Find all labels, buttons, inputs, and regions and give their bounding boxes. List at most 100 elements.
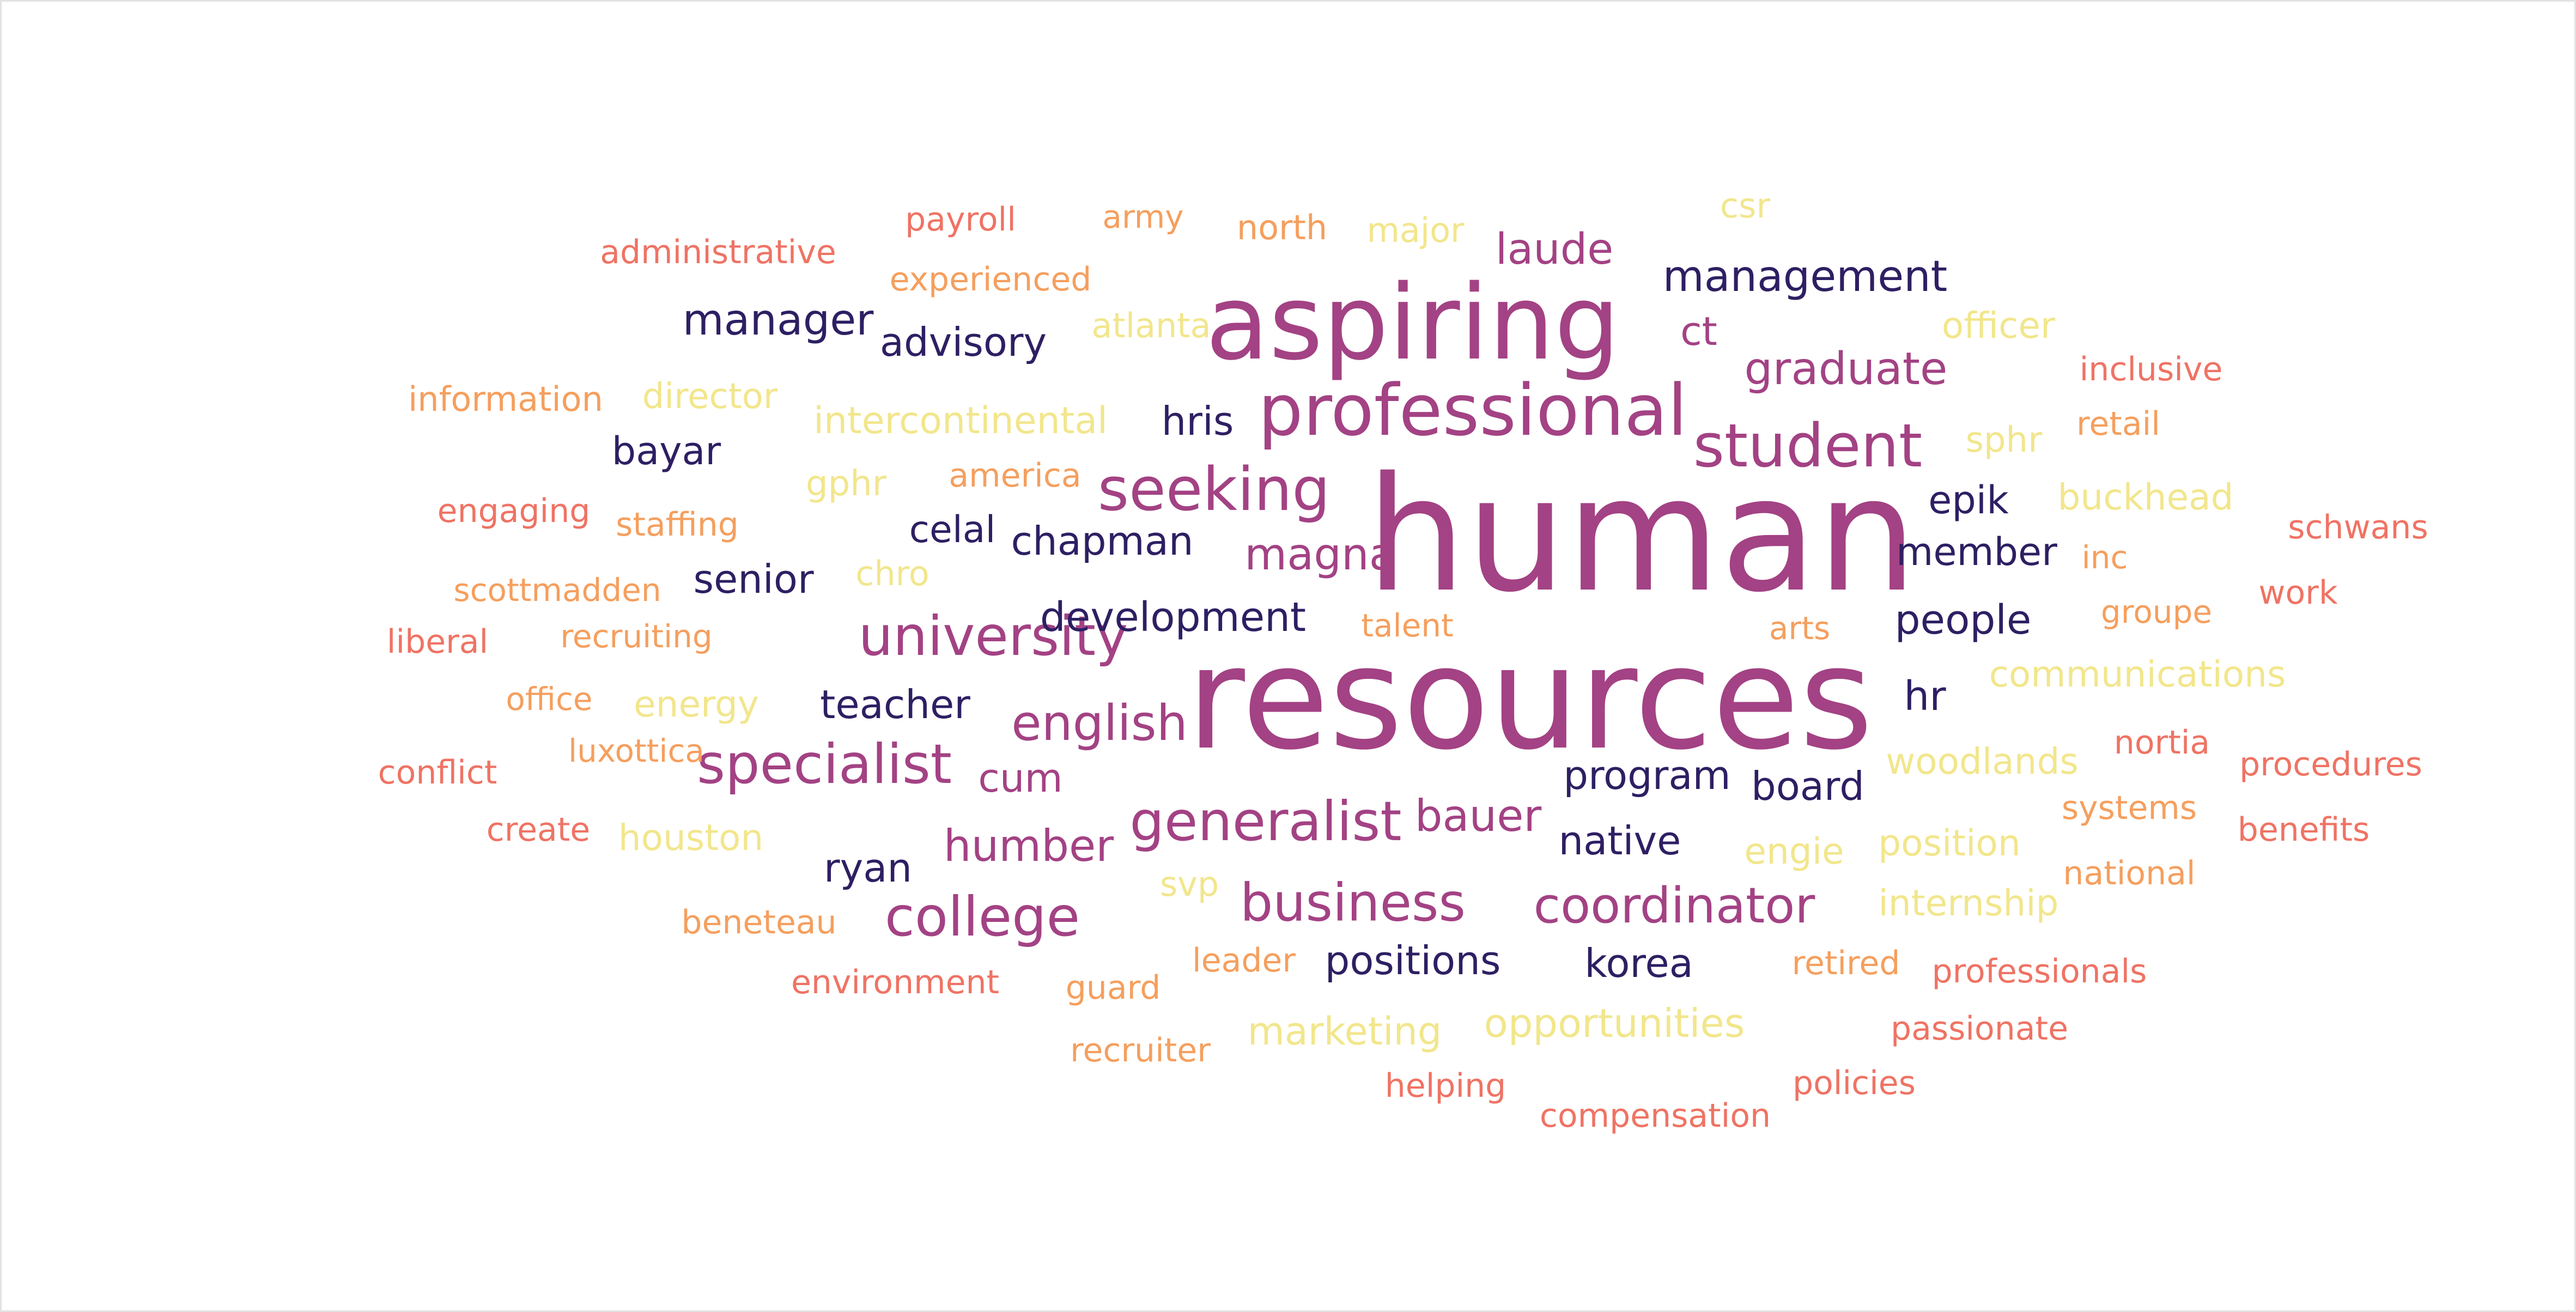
word-retired: retired: [1791, 944, 1900, 982]
word-office: office: [506, 681, 593, 718]
word-staffing: staffing: [616, 506, 739, 544]
word-human: human: [1366, 444, 1917, 627]
word-beneteau: beneteau: [681, 903, 837, 942]
word-compensation: compensation: [1539, 1097, 1771, 1135]
word-work: work: [2258, 574, 2338, 612]
word-seeking: seeking: [1097, 454, 1330, 524]
word-professionals: professionals: [1931, 952, 2147, 991]
word-csr: csr: [1720, 186, 1770, 226]
word-nortia: nortia: [2113, 724, 2210, 762]
word-army: army: [1102, 198, 1184, 235]
word-professional: professional: [1258, 369, 1687, 452]
word-people: people: [1894, 597, 2032, 643]
word-chapman: chapman: [1011, 518, 1194, 564]
word-america: america: [949, 457, 1082, 495]
word-hr: hr: [1904, 673, 1946, 720]
word-create: create: [486, 811, 591, 849]
word-benefits: benefits: [2237, 811, 2370, 849]
word-passionate: passionate: [1891, 1010, 2068, 1048]
word-administrative: administrative: [600, 233, 836, 271]
word-cum: cum: [978, 755, 1063, 801]
word-program: program: [1563, 752, 1731, 798]
word-officer: officer: [1941, 305, 2056, 347]
word-resources: resources: [1186, 617, 1874, 781]
word-senior: senior: [693, 556, 814, 602]
word-native: native: [1558, 818, 1681, 864]
word-laude: laude: [1495, 225, 1614, 274]
word-inc: inc: [2081, 539, 2128, 576]
word-groupe: groupe: [2100, 593, 2213, 630]
word-experienced: experienced: [889, 260, 1092, 299]
word-leader: leader: [1192, 942, 1296, 980]
word-marketing: marketing: [1247, 1009, 1442, 1054]
word-retail: retail: [2076, 405, 2160, 443]
word-internship: internship: [1878, 882, 2059, 924]
word-celal: celal: [909, 508, 996, 551]
word-energy: energy: [634, 683, 759, 725]
word-magna: magna: [1244, 529, 1396, 580]
word-talent: talent: [1361, 607, 1454, 644]
word-ryan: ryan: [824, 845, 912, 891]
word-policies: policies: [1793, 1064, 1916, 1102]
word-major: major: [1366, 210, 1465, 250]
word-woodlands: woodlands: [1886, 740, 2079, 782]
word-payroll: payroll: [905, 201, 1016, 239]
word-epik: epik: [1928, 478, 2009, 523]
word-luxottica: luxottica: [568, 732, 704, 769]
word-recruiter: recruiter: [1070, 1031, 1211, 1070]
word-schwans: schwans: [2288, 508, 2428, 546]
word-inclusive: inclusive: [2079, 350, 2223, 388]
word-business: business: [1240, 873, 1466, 933]
word-liberal: liberal: [386, 623, 489, 661]
word-hris: hris: [1161, 398, 1234, 444]
word-aspiring: aspiring: [1205, 263, 1620, 383]
word-conflict: conflict: [378, 754, 497, 792]
word-systems: systems: [2061, 789, 2197, 827]
word-teacher: teacher: [820, 682, 970, 727]
word-board: board: [1751, 763, 1864, 809]
word-buckhead: buckhead: [2057, 476, 2234, 518]
word-environment: environment: [791, 963, 1000, 1001]
word-position: position: [1878, 822, 2021, 864]
word-guard: guard: [1065, 969, 1161, 1007]
word-opportunities: opportunities: [1484, 1000, 1745, 1046]
word-humber: humber: [943, 821, 1114, 871]
word-member: member: [1896, 530, 2057, 574]
word-coordinator: coordinator: [1533, 877, 1815, 934]
word-director: director: [642, 376, 778, 417]
word-generalist: generalist: [1129, 789, 1402, 853]
word-north: north: [1236, 208, 1328, 247]
word-english: english: [1011, 695, 1188, 752]
word-gphr: gphr: [805, 464, 887, 504]
word-arts: arts: [1769, 610, 1831, 647]
word-procedures: procedures: [2239, 745, 2422, 783]
word-intercontinental: intercontinental: [813, 399, 1108, 442]
word-information: information: [408, 379, 603, 419]
word-ct: ct: [1680, 308, 1717, 354]
word-korea: korea: [1584, 940, 1693, 986]
word-helping: helping: [1384, 1067, 1506, 1105]
word-specialist: specialist: [696, 732, 952, 796]
word-development: development: [1040, 594, 1307, 641]
word-bayar: bayar: [611, 429, 721, 473]
word-bauer: bauer: [1414, 791, 1542, 841]
word-university: university: [858, 604, 1128, 668]
word-college: college: [884, 885, 1080, 949]
word-sphr: sphr: [1965, 420, 2043, 460]
word-national: national: [2063, 854, 2196, 892]
word-engie: engie: [1744, 830, 1844, 872]
word-atlanta: atlanta: [1091, 306, 1211, 345]
word-management: management: [1662, 252, 1948, 301]
word-houston: houston: [618, 817, 764, 859]
word-chro: chro: [855, 554, 929, 593]
word-engaging: engaging: [437, 492, 591, 530]
word-student: student: [1693, 411, 1923, 481]
word-graduate: graduate: [1744, 343, 1948, 395]
word-scottmadden: scottmadden: [453, 572, 661, 609]
word-svp: svp: [1159, 864, 1219, 904]
word-positions: positions: [1325, 938, 1501, 983]
word-advisory: advisory: [879, 319, 1047, 365]
word-recruiting: recruiting: [560, 618, 713, 655]
word-communications: communications: [1989, 653, 2286, 695]
word-manager: manager: [682, 296, 874, 345]
